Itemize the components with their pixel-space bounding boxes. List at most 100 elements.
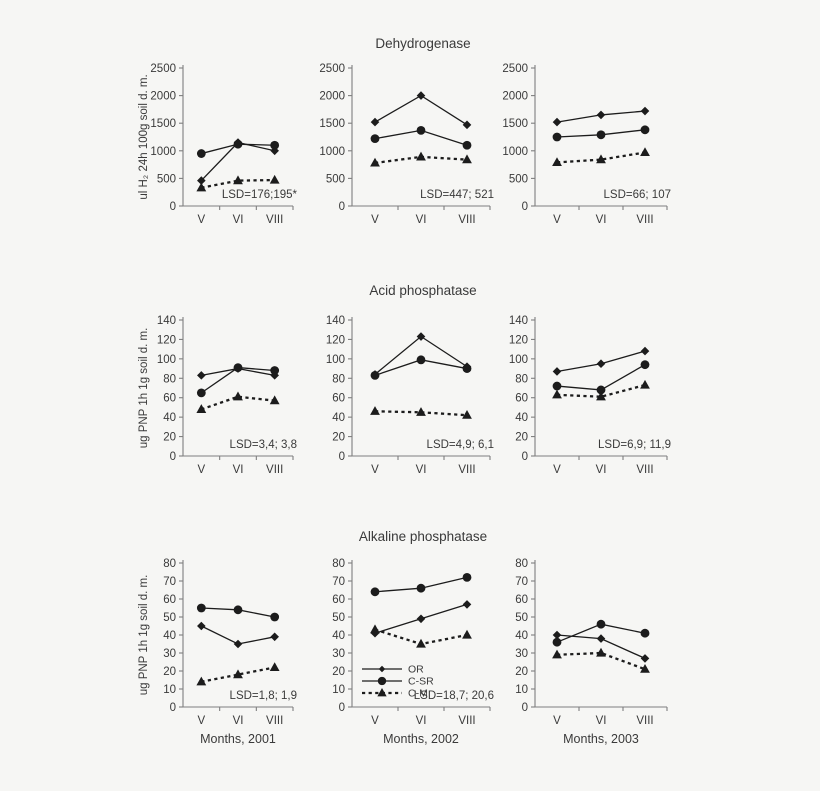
diamond-marker — [270, 146, 279, 156]
triangle-marker — [552, 649, 562, 659]
y-tick-label: 40 — [332, 412, 345, 424]
y-tick-labels: 0 500 1000 1500 2000 2500 — [319, 63, 352, 213]
circle-marker — [462, 140, 472, 150]
chart-svg: 0 500 1000 1500 2000 2500 V VI VIII LSD=176;195* u… — [138, 63, 298, 226]
series-line — [201, 178, 275, 189]
x-category-labels: V VI VIII — [371, 456, 491, 476]
y-tick-label: 80 — [332, 373, 345, 385]
series-C-SR — [552, 125, 650, 142]
axes — [534, 317, 667, 457]
diamond-marker — [270, 632, 279, 642]
x-category-label: VIII — [458, 464, 475, 476]
y-tick-label: 100 — [157, 354, 176, 366]
y-tick-label: 100 — [326, 354, 345, 366]
circle-marker — [416, 355, 426, 365]
triangle-marker — [196, 404, 207, 413]
diamond-marker — [552, 117, 562, 127]
chart-dehydrogenase-2001: 0 500 1000 1500 2000 2500 V VI VIII LSD=176;195* u… — [133, 58, 311, 241]
y-tick-labels: 0 20 40 60 80 100 120 140 — [157, 315, 183, 463]
series-C-M — [552, 379, 650, 401]
y-tick-label: 120 — [157, 334, 176, 346]
lsd-label: LSD=1,8; 1,9 — [230, 690, 297, 702]
diamond-marker — [462, 120, 472, 130]
y-axis-label: ul H₂ 24h 100g soil d. m. — [138, 74, 150, 199]
y-tick-label: 0 — [522, 702, 528, 714]
y-tick-label: 40 — [515, 630, 528, 642]
y-tick-label: 500 — [157, 173, 176, 185]
triangle-marker — [596, 647, 606, 657]
y-tick-label: 70 — [515, 576, 528, 588]
diamond-marker — [270, 371, 279, 380]
circle-marker — [377, 676, 387, 686]
circle-marker — [462, 573, 472, 582]
series-line — [374, 410, 468, 417]
y-tick-label: 20 — [515, 432, 528, 444]
diamond-marker — [596, 110, 606, 120]
y-tick-label: 2500 — [502, 63, 528, 75]
y-tick-label: 30 — [515, 648, 528, 660]
x-category-label: VI — [416, 214, 427, 226]
diamond-marker — [640, 346, 650, 356]
y-tick-label: 30 — [163, 648, 176, 660]
lsd-label: LSD=3,4; 3,8 — [230, 439, 297, 451]
triangle-marker — [233, 391, 243, 401]
circle-marker — [596, 619, 606, 629]
y-tick-label: 30 — [332, 648, 345, 660]
y-tick-label: 40 — [163, 630, 176, 642]
series-OR — [370, 600, 472, 638]
x-category-label: V — [197, 715, 205, 727]
series-C-M — [196, 391, 280, 413]
triangle-marker — [596, 391, 606, 401]
axes — [182, 560, 293, 708]
y-tick-label: 0 — [339, 702, 345, 714]
row-title-alkaline-phosphatase: Alkaline phosphatase — [358, 529, 488, 544]
y-tick-label: 0 — [522, 201, 528, 213]
x-category-label: VIII — [458, 715, 475, 727]
chart-dehydrogenase-2003: 0 500 1000 1500 2000 2500 V VI VIII LSD=66; 107 — [485, 58, 685, 241]
circle-marker — [270, 612, 280, 622]
y-tick-label: 70 — [163, 576, 176, 588]
series-OR — [552, 106, 650, 127]
lsd-label: LSD=18,7; 20,6 — [414, 690, 494, 702]
series-C-SR — [370, 125, 472, 150]
circle-marker — [462, 364, 472, 373]
x-category-label: VI — [596, 214, 607, 226]
axes — [351, 65, 490, 207]
chart-alkaline-phosphatase-2001: 0 10 20 30 40 50 60 70 80 V VI VIII LSD=1,8; 1,9 Mont… — [133, 553, 311, 760]
triangle-marker — [269, 662, 280, 671]
x-category-label: VI — [233, 464, 244, 476]
series-C-M — [370, 624, 472, 648]
circle-marker — [196, 388, 206, 398]
series-C-M — [552, 647, 650, 673]
triangle-marker — [640, 664, 650, 673]
lsd-label: LSD=66; 107 — [604, 189, 671, 201]
x-category-label: VIII — [636, 715, 653, 727]
y-tick-label: 0 — [522, 451, 528, 463]
circle-marker — [552, 132, 562, 142]
x-category-label: VI — [233, 214, 244, 226]
chart-acid-phosphatase-2001: 0 20 40 60 80 100 120 140 V VI VIII LSD=3,4; 3,8 ug … — [133, 310, 311, 491]
y-tick-labels: 0 10 20 30 40 50 60 70 80 — [332, 558, 352, 714]
y-tick-label: 120 — [509, 334, 528, 346]
circle-marker — [640, 628, 650, 638]
x-category-label: VIII — [458, 214, 475, 226]
triangle-marker — [462, 410, 472, 419]
x-category-labels: V VI VIII — [553, 206, 668, 226]
circle-marker — [640, 360, 650, 370]
y-tick-label: 1000 — [150, 146, 176, 158]
circle-marker — [233, 605, 243, 615]
diamond-marker — [370, 117, 380, 127]
lsd-label: LSD=447; 521 — [420, 189, 494, 201]
y-tick-label: 10 — [332, 684, 345, 696]
row-title-acid-phosphatase: Acid phosphatase — [369, 283, 477, 298]
series-C-SR — [552, 619, 650, 647]
legend: ORC-SRC-M — [362, 664, 434, 700]
triangle-marker — [233, 669, 243, 679]
circle-marker — [552, 637, 562, 647]
x-category-label: VIII — [636, 464, 653, 476]
diamond-marker — [197, 176, 206, 185]
y-tick-label: 2500 — [150, 63, 176, 75]
y-tick-labels: 0 20 40 60 80 100 120 140 — [326, 315, 352, 463]
